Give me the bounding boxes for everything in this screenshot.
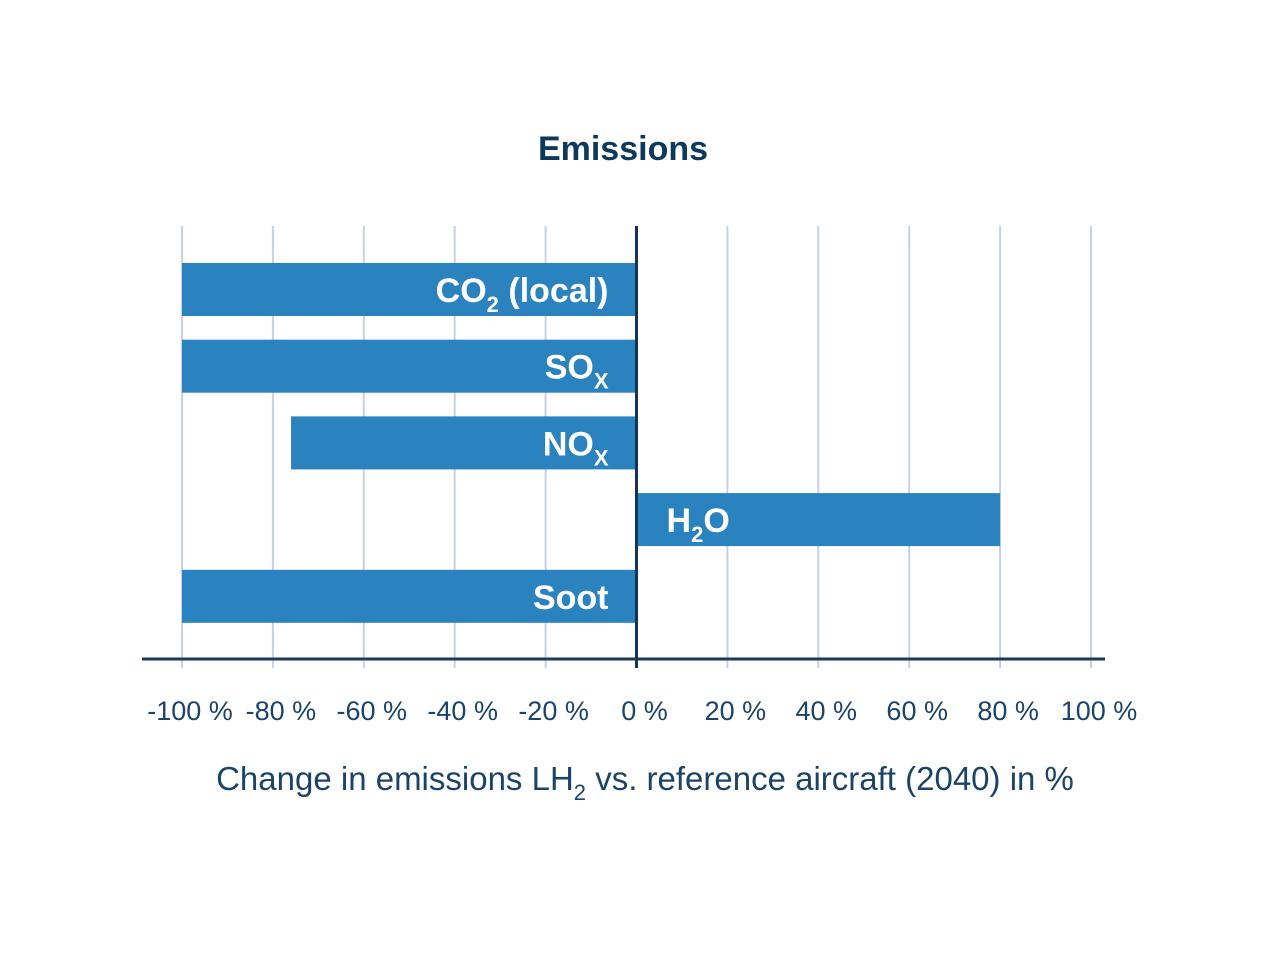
bar-co2-local- xyxy=(182,263,637,316)
bars: CO2 (local) SOX NOX H2O Soot xyxy=(182,263,1001,623)
bar-label: NOX xyxy=(543,425,609,470)
bar-h2o xyxy=(636,493,1001,547)
x-tick-label: 80 % xyxy=(977,696,1039,726)
x-axis-label: Change in emissions LH2 vs. reference ai… xyxy=(216,760,1074,805)
x-tick-label: 40 % xyxy=(796,696,858,726)
chart-title: Emissions xyxy=(538,130,708,168)
bar-label: H2O xyxy=(667,502,730,547)
x-tick-label: 0 % xyxy=(621,696,668,726)
x-tick-label: -80 % xyxy=(246,696,317,726)
bar-nox xyxy=(291,416,637,470)
bar-label: CO2 (local) xyxy=(436,272,609,317)
bar-soot xyxy=(182,569,637,623)
x-tick-label: -20 % xyxy=(518,696,589,726)
x-tick-labels: -100 % -80 % -60 % -40 % -20 % 0 % 20 % 40 % 60 … xyxy=(147,696,1137,726)
x-tick-label: -40 % xyxy=(427,696,498,726)
x-tick-label: 60 % xyxy=(886,696,948,726)
x-tick-label: -60 % xyxy=(337,696,408,726)
x-tick-label: 100 % xyxy=(1061,696,1138,726)
x-tick-label: -100 % xyxy=(147,696,233,726)
bar-sox xyxy=(182,339,637,393)
x-tick-label: 20 % xyxy=(705,696,767,726)
axes xyxy=(142,226,1105,668)
bar-label: Soot xyxy=(533,579,609,617)
bar-label: SOX xyxy=(545,349,609,394)
